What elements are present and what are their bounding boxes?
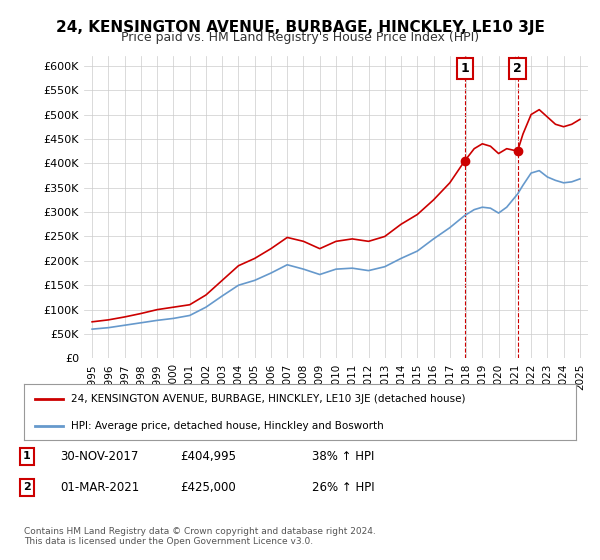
Text: 24, KENSINGTON AVENUE, BURBAGE, HINCKLEY, LE10 3JE: 24, KENSINGTON AVENUE, BURBAGE, HINCKLEY…: [56, 20, 544, 35]
Text: £425,000: £425,000: [180, 480, 236, 494]
Text: 1: 1: [23, 451, 31, 461]
Text: 2: 2: [23, 482, 31, 492]
Text: 26% ↑ HPI: 26% ↑ HPI: [312, 480, 374, 494]
Text: 24, KENSINGTON AVENUE, BURBAGE, HINCKLEY, LE10 3JE (detached house): 24, KENSINGTON AVENUE, BURBAGE, HINCKLEY…: [71, 394, 466, 404]
Text: £404,995: £404,995: [180, 450, 236, 463]
Text: Contains HM Land Registry data © Crown copyright and database right 2024.
This d: Contains HM Land Registry data © Crown c…: [24, 526, 376, 546]
Text: HPI: Average price, detached house, Hinckley and Bosworth: HPI: Average price, detached house, Hinc…: [71, 421, 383, 431]
Text: 38% ↑ HPI: 38% ↑ HPI: [312, 450, 374, 463]
Text: 01-MAR-2021: 01-MAR-2021: [60, 480, 139, 494]
Text: 30-NOV-2017: 30-NOV-2017: [60, 450, 139, 463]
Text: Price paid vs. HM Land Registry's House Price Index (HPI): Price paid vs. HM Land Registry's House …: [121, 31, 479, 44]
Text: 1: 1: [460, 62, 469, 75]
Text: 2: 2: [513, 62, 522, 75]
